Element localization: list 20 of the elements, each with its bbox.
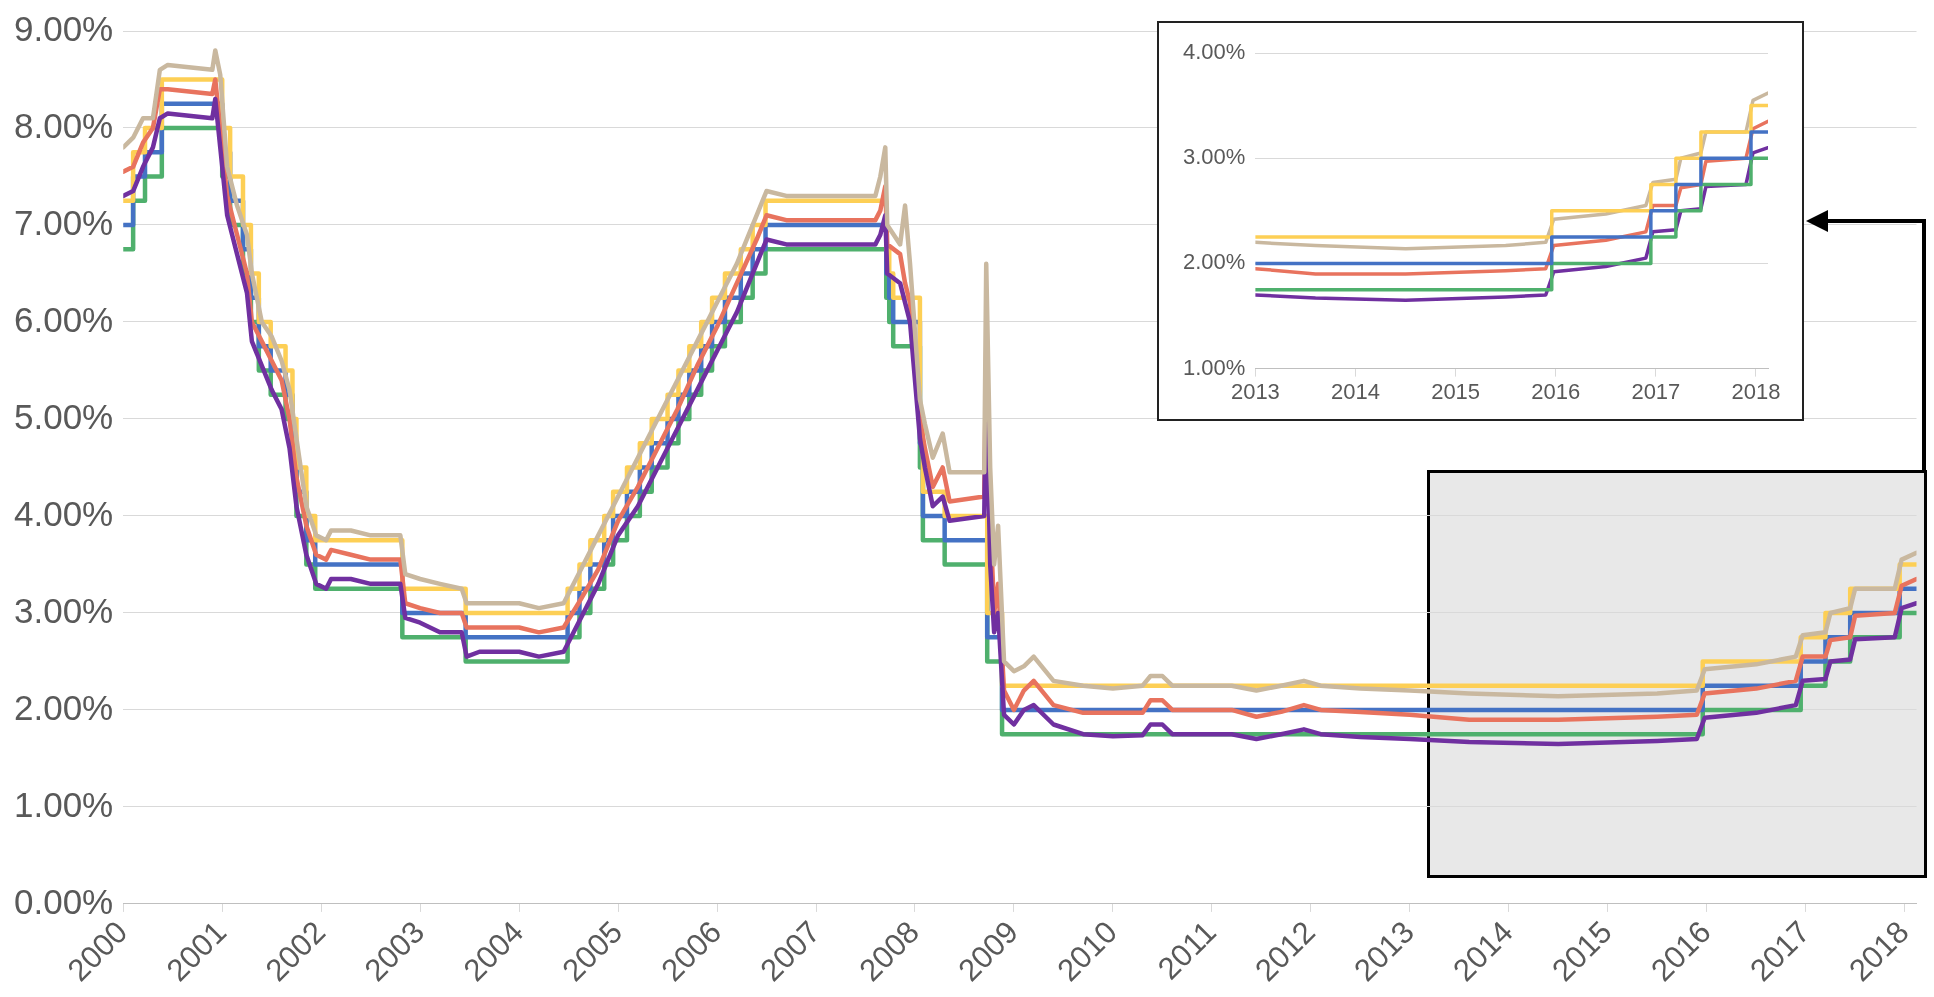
x-tick-label: 2017 bbox=[1631, 378, 1681, 404]
y-tick-label: 5.00% bbox=[13, 396, 114, 436]
y-tick-label: 2.00% bbox=[13, 687, 114, 727]
y-tick-label: 0.00% bbox=[13, 881, 114, 921]
x-tick-label: 2016 bbox=[1531, 378, 1581, 404]
x-tick-label: 2015 bbox=[1431, 378, 1481, 404]
x-tick-label: 2013 bbox=[1230, 378, 1280, 404]
y-tick-label: 4.00% bbox=[1182, 39, 1246, 65]
y-tick-label: 9.00% bbox=[13, 8, 114, 48]
x-tick-label: 2014 bbox=[1331, 378, 1380, 404]
y-tick-label: 3.00% bbox=[1182, 144, 1246, 170]
y-tick-label: 1.00% bbox=[13, 784, 114, 824]
y-tick-label: 2.00% bbox=[1182, 249, 1246, 275]
y-tick-label: 6.00% bbox=[13, 299, 114, 339]
y-tick-label: 7.00% bbox=[13, 202, 114, 242]
x-tick-label: 2018 bbox=[1731, 378, 1781, 404]
y-tick-label: 1.00% bbox=[1182, 354, 1246, 380]
y-tick-label: 8.00% bbox=[13, 105, 114, 145]
y-tick-label: 3.00% bbox=[13, 590, 114, 630]
y-tick-label: 4.00% bbox=[13, 493, 114, 533]
